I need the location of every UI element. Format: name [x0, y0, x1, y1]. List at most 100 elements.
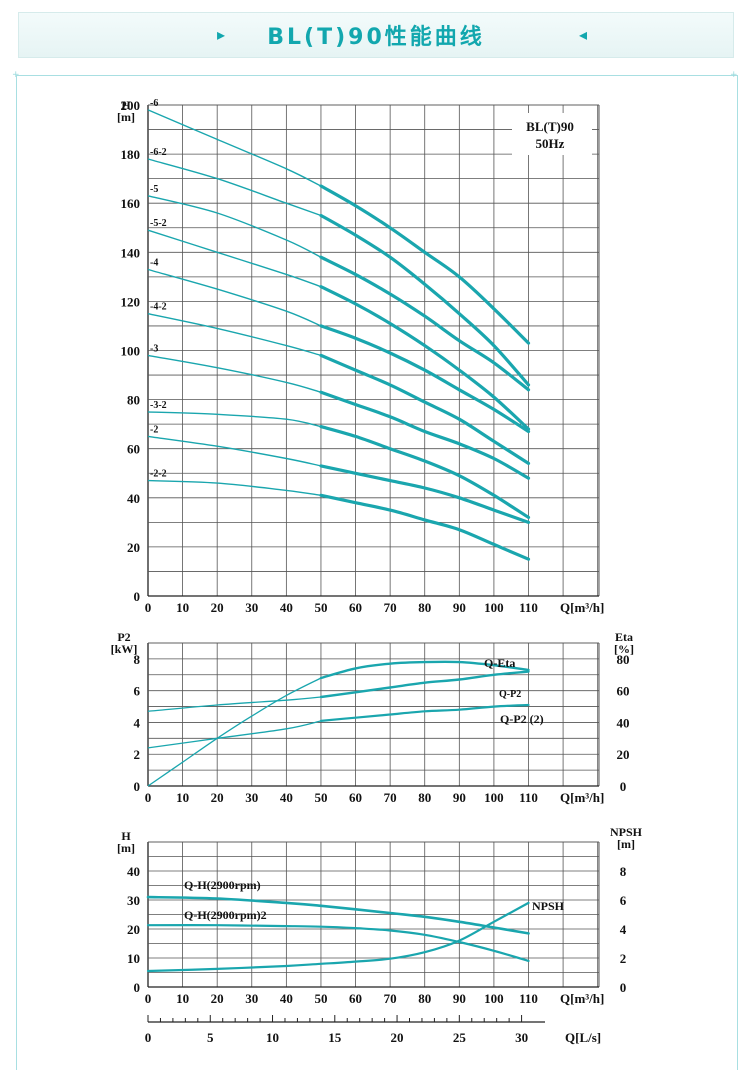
- y2-tick-label: 0: [620, 980, 627, 995]
- x-tick-label: 80: [418, 790, 431, 805]
- series-label: -5: [150, 184, 158, 195]
- x2-tick-label: 10: [266, 1030, 279, 1045]
- x2-axis-label: Q[L/s]: [565, 1030, 601, 1045]
- series-line: [147, 677, 322, 787]
- x-tick-label: 80: [418, 991, 431, 1006]
- x-tick-label: 50: [314, 991, 327, 1006]
- x-tick-label: 50: [314, 790, 327, 805]
- series-line: [147, 354, 322, 393]
- page-title: BL(T)90性能曲线: [267, 25, 485, 50]
- x-tick-label: 0: [145, 790, 152, 805]
- y-tick-label: 0: [134, 779, 141, 794]
- series-label: -6: [150, 98, 158, 109]
- y-tick-label: 6: [134, 684, 141, 699]
- series-label: -4: [150, 257, 158, 268]
- series-line: [146, 924, 530, 962]
- y2-tick-label: 0: [620, 779, 627, 794]
- y2-tick-label: 2: [620, 951, 627, 966]
- corner-mark-left: +: [12, 70, 20, 80]
- series-label: NPSH: [532, 899, 565, 913]
- y2-axis-label: [%]: [614, 642, 634, 656]
- y-tick-label: 20: [127, 540, 140, 555]
- y-axis-label: P2: [117, 630, 130, 644]
- x-tick-label: 40: [280, 600, 293, 615]
- x2-tick-label: 5: [207, 1030, 214, 1045]
- y-tick-label: 200: [121, 98, 141, 113]
- y-axis-label: H: [121, 829, 131, 843]
- series-line: [319, 390, 531, 480]
- x-tick-label: 110: [519, 790, 538, 805]
- chart-title: BL(T)90: [526, 119, 574, 134]
- series-label: Q-P2 (2): [500, 712, 544, 726]
- x-tick-label: 90: [453, 790, 466, 805]
- series-label: Q-P2: [499, 689, 521, 700]
- series-line: [319, 425, 531, 519]
- series-line: [147, 479, 322, 496]
- series-label: -2-2: [150, 469, 167, 480]
- series-line: [319, 660, 530, 680]
- series-line: [319, 353, 531, 465]
- y-tick-label: 100: [121, 344, 141, 359]
- series-label: Q-H(2900rpm)2: [184, 908, 267, 922]
- series-line: [147, 109, 322, 187]
- y-tick-label: 8: [134, 652, 141, 667]
- y-tick-label: 120: [121, 294, 141, 309]
- series-label: -3-2: [150, 400, 167, 411]
- x-tick-label: 110: [519, 991, 538, 1006]
- y2-axis-label: [m]: [617, 837, 635, 851]
- right-arrow-icon: ◂: [579, 25, 588, 44]
- x-tick-label: 40: [280, 790, 293, 805]
- x-tick-label: 100: [484, 600, 504, 615]
- x-tick-label: 70: [384, 600, 397, 615]
- x-tick-label: 100: [484, 991, 504, 1006]
- series-line: [319, 324, 531, 434]
- y-axis-label: [m]: [117, 110, 135, 124]
- series-line: [146, 895, 530, 935]
- y-tick-label: 80: [127, 393, 140, 408]
- y-axis-label: [kW]: [111, 642, 138, 656]
- y-tick-label: 40: [127, 864, 140, 879]
- corner-mark-right: +: [730, 70, 738, 80]
- x2-tick-label: 25: [453, 1030, 467, 1045]
- x-tick-label: 0: [145, 991, 152, 1006]
- x-tick-label: 70: [384, 790, 397, 805]
- y-tick-label: 60: [127, 442, 140, 457]
- series-line: [147, 195, 322, 258]
- series-line: [147, 435, 322, 467]
- y2-tick-label: 80: [617, 652, 630, 667]
- series-line: [147, 268, 322, 327]
- x-tick-label: 60: [349, 600, 362, 615]
- y2-tick-label: 6: [620, 893, 627, 908]
- series-label: Q-H(2900rpm): [184, 878, 261, 892]
- y-tick-label: 4: [134, 715, 141, 730]
- series-line: [147, 313, 322, 357]
- x-tick-label: 110: [519, 600, 538, 615]
- series-line: [319, 493, 531, 561]
- series-label: Q-Eta: [484, 656, 515, 670]
- x-tick-label: 70: [384, 991, 397, 1006]
- y-tick-label: 180: [121, 147, 141, 162]
- y2-tick-label: 20: [617, 747, 630, 762]
- series-line: [147, 229, 322, 288]
- x-tick-label: 80: [418, 600, 431, 615]
- x2-tick-label: 20: [391, 1030, 404, 1045]
- y2-axis-label: NPSH: [610, 825, 643, 839]
- series-line: [319, 670, 530, 699]
- x-tick-label: 60: [349, 991, 362, 1006]
- x-tick-label: 100: [484, 790, 504, 805]
- series-label: -4-2: [150, 302, 167, 313]
- y-tick-label: 2: [134, 747, 141, 762]
- series-label: -6-2: [150, 147, 167, 158]
- series-line: [319, 703, 530, 722]
- x-tick-label: 10: [176, 790, 189, 805]
- y-axis-label: H: [121, 98, 131, 112]
- x-tick-label: 20: [211, 600, 224, 615]
- series-line: [146, 901, 530, 973]
- y-tick-label: 40: [127, 491, 140, 506]
- y-tick-label: 0: [134, 589, 141, 604]
- series-line: [319, 464, 531, 524]
- chart-title: 50Hz: [536, 136, 565, 151]
- series-line: [319, 184, 531, 345]
- y2-axis-label: Eta: [615, 630, 633, 644]
